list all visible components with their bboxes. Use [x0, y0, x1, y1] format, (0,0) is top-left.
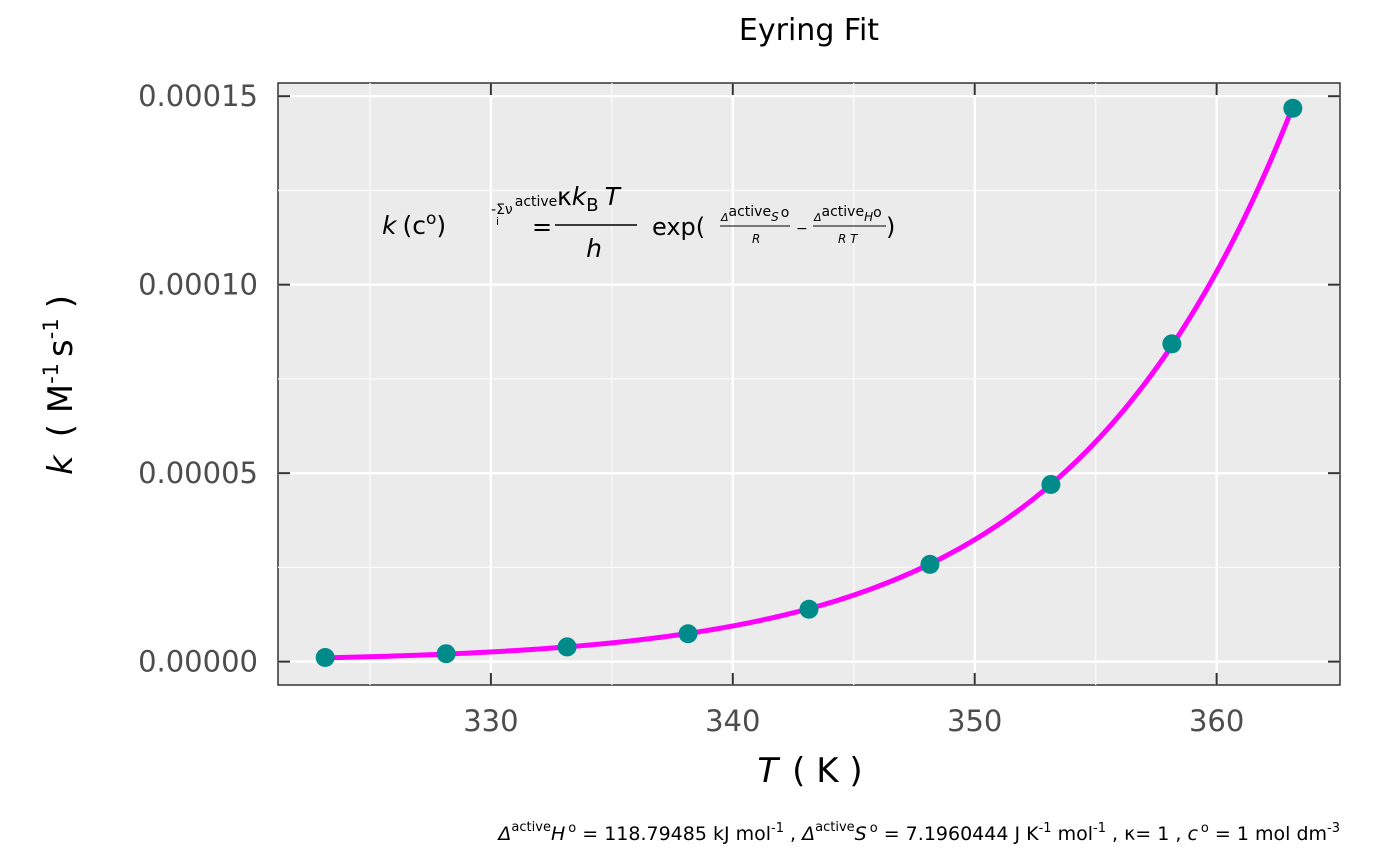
eq-lhs-close: ) — [436, 211, 446, 240]
eq-den-h: h — [586, 234, 602, 263]
eq-h-delta: Δ — [813, 211, 822, 224]
caption-active-h: active — [511, 820, 551, 835]
axis-ticks — [278, 83, 1340, 685]
y-axis-unit-m: ( M — [41, 384, 81, 437]
y-axis-unit-s-exp: -1 — [39, 318, 63, 339]
caption-c-exp: -3 — [1327, 821, 1340, 836]
caption-active-s: active — [815, 820, 855, 835]
caption-dh-value: = 118.79485 kJ mol — [576, 823, 771, 845]
y-tick-label: 0.00005 — [138, 456, 258, 490]
eq-h-deg: o — [873, 205, 882, 221]
data-point — [436, 644, 456, 664]
eq-equals: = — [532, 213, 552, 241]
eq-exp-word: exp( — [652, 213, 705, 241]
eyring-equation: k (co) -Σν active i = κkB T h exp( ΔactiveS… — [382, 182, 895, 263]
x-tick-label: 330 — [463, 704, 518, 738]
major-gridlines — [278, 83, 1340, 685]
data-point — [1041, 474, 1061, 494]
y-axis-unit-close: ) — [41, 295, 81, 308]
eq-exp-sum: Σν — [496, 202, 513, 218]
x-tick-label: 360 — [1189, 704, 1244, 738]
eq-lhs-k: k — [382, 211, 398, 240]
y-axis-unit-s: s — [41, 339, 81, 357]
eq-s-active: active — [729, 204, 772, 220]
eq-s-deg: o — [781, 205, 790, 221]
caption-ds-exp1: -1 — [1039, 821, 1052, 836]
caption-delta-s: Δ — [800, 823, 815, 845]
minor-gridlines — [278, 83, 1340, 685]
svg-text:ΔactiveHo: ΔactiveHo — [813, 204, 882, 224]
eq-s-delta: Δ — [720, 211, 729, 224]
caption-H: H — [551, 823, 565, 845]
caption-c-value: = 1 mol dm — [1209, 823, 1327, 845]
eq-num-B: B — [586, 195, 598, 216]
caption-c: c — [1187, 823, 1198, 845]
eq-s-den: R — [752, 232, 760, 246]
caption-deg-h: o — [568, 821, 576, 836]
y-axis-title: k( M-1s-1) — [39, 295, 81, 475]
data-point — [678, 624, 698, 644]
caption-deg-c: o — [1201, 821, 1209, 836]
data-point — [920, 554, 940, 574]
x-tick-label: 350 — [947, 704, 1002, 738]
svg-text:k(co): k (co) — [382, 209, 446, 240]
eq-lhs-c: (c — [402, 211, 426, 240]
caption-ds-value: = 7.1960444 J K — [878, 823, 1039, 845]
tick-labels: 330 340 350 360 0.00000 0.00005 0.00010 0.00015 — [138, 79, 1244, 738]
eq-exp-minus: - — [491, 202, 496, 218]
x-axis-symbol: T — [757, 751, 780, 791]
eq-h-den: R T — [838, 232, 859, 246]
eq-minus: − — [796, 221, 808, 237]
eq-close: ) — [886, 213, 895, 241]
y-tick-label: 0.00000 — [138, 645, 258, 679]
x-axis-title: T ( K ) — [757, 751, 862, 791]
data-points-layer — [315, 98, 1303, 667]
y-axis-symbol: k — [41, 454, 81, 475]
x-tick-label: 340 — [705, 704, 760, 738]
x-axis-unit: ( K ) — [792, 751, 862, 791]
fit-parameters-caption: ΔactiveH o = 118.79485 kJ mol-1 , Δactive… — [496, 820, 1340, 845]
data-point — [799, 599, 819, 619]
data-point — [1162, 334, 1182, 354]
eq-num-T: T — [605, 182, 622, 211]
caption-delta-h: Δ — [496, 823, 511, 845]
data-point — [315, 647, 335, 667]
caption-dh-exp: -1 — [771, 821, 784, 836]
eq-lhs-deg: o — [426, 209, 436, 229]
y-axis-unit-m-exp: -1 — [39, 363, 63, 384]
eq-num-kappa: κ — [557, 182, 572, 211]
caption-kappa: , κ= 1 , — [1106, 823, 1187, 845]
data-point — [557, 637, 577, 657]
eq-h-H: H — [864, 210, 873, 224]
plot-panel — [277, 82, 1341, 686]
y-tick-label: 0.00010 — [138, 268, 258, 302]
y-tick-label: 0.00015 — [138, 79, 258, 113]
eq-exp-i: i — [496, 215, 499, 228]
caption-sep: , — [784, 823, 802, 845]
eq-s-S: S — [771, 210, 779, 224]
caption-ds-mol: mol — [1052, 823, 1093, 845]
chart-title: Eyring Fit — [739, 13, 879, 48]
caption-deg-s: o — [870, 821, 878, 836]
caption-S: S — [855, 823, 867, 845]
eq-h-active: active — [822, 204, 865, 220]
eq-num-k: k — [572, 182, 588, 211]
caption-ds-exp2: -1 — [1093, 821, 1106, 836]
eq-exp-active: active — [515, 194, 558, 210]
data-point — [1283, 98, 1303, 118]
